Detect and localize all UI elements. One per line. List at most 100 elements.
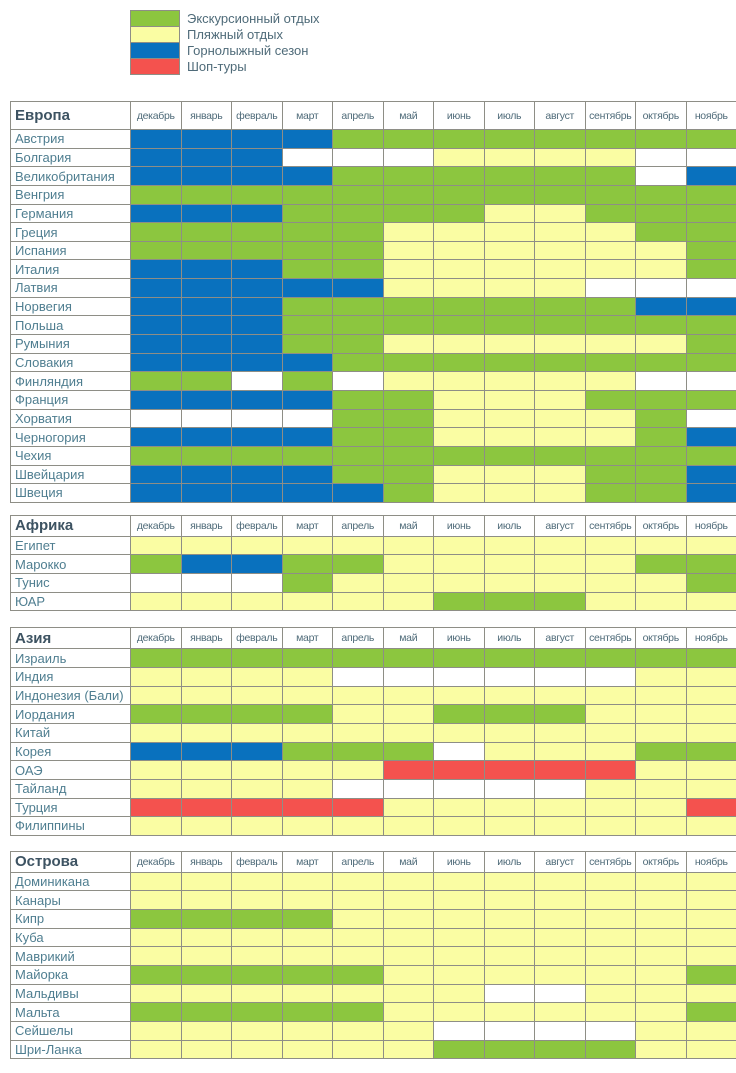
table-row: Тайланд [11, 779, 736, 798]
month-cell [585, 241, 636, 260]
table-row: Индия [11, 668, 736, 687]
month-header-1: декабрь [131, 515, 182, 536]
month-cell [333, 928, 384, 947]
month-cell [333, 984, 384, 1003]
month-cell [181, 742, 232, 761]
month-cell [131, 705, 182, 724]
month-cell [434, 723, 485, 742]
month-cell [434, 649, 485, 668]
month-cell [282, 910, 333, 929]
month-cell [282, 891, 333, 910]
month-header-10: сентябрь [585, 102, 636, 130]
month-cell [686, 279, 736, 298]
month-cell [484, 204, 535, 223]
table-row: Марокко [11, 555, 736, 574]
country-label: Хорватия [11, 409, 131, 428]
month-cell [585, 446, 636, 465]
month-cell [181, 185, 232, 204]
month-cell [535, 409, 586, 428]
month-cell [333, 872, 384, 891]
month-cell [181, 372, 232, 391]
month-cell [383, 872, 434, 891]
month-header-5: апрель [333, 102, 384, 130]
month-cell [535, 686, 586, 705]
table-row: Испания [11, 241, 736, 260]
month-cell [636, 465, 687, 484]
month-cell [181, 649, 232, 668]
month-header-2: январь [181, 851, 232, 872]
table-row: Великобритания [11, 167, 736, 186]
month-cell [232, 130, 283, 149]
month-cell [383, 649, 434, 668]
month-cell [333, 555, 384, 574]
month-cell [333, 130, 384, 149]
month-cell [484, 668, 535, 687]
month-cell [282, 260, 333, 279]
month-header-12: ноябрь [686, 102, 736, 130]
month-cell [181, 148, 232, 167]
month-cell [484, 428, 535, 447]
month-cell [636, 817, 687, 836]
month-cell [686, 798, 736, 817]
month-header-11: октябрь [636, 851, 687, 872]
month-cell [686, 260, 736, 279]
table-row: Мальдивы [11, 984, 736, 1003]
month-cell [686, 984, 736, 1003]
month-cell [535, 1040, 586, 1059]
month-cell [131, 649, 182, 668]
month-cell [383, 185, 434, 204]
month-cell [232, 742, 283, 761]
month-cell [131, 555, 182, 574]
month-cell [686, 335, 736, 354]
table-row: Швейцария [11, 465, 736, 484]
month-cell [181, 390, 232, 409]
month-cell [131, 761, 182, 780]
month-cell [333, 910, 384, 929]
month-cell [333, 592, 384, 611]
country-label: Египет [11, 536, 131, 555]
month-cell [131, 723, 182, 742]
month-cell [282, 536, 333, 555]
month-cell [686, 372, 736, 391]
month-cell [585, 204, 636, 223]
month-cell [131, 372, 182, 391]
month-cell [636, 1021, 687, 1040]
month-cell [535, 872, 586, 891]
month-cell [434, 1003, 485, 1022]
month-cell [535, 555, 586, 574]
month-header-9: август [535, 515, 586, 536]
month-cell [434, 910, 485, 929]
month-cell [434, 761, 485, 780]
month-cell [181, 574, 232, 593]
month-cell [686, 742, 736, 761]
month-cell [636, 167, 687, 186]
table-row: Финляндия [11, 372, 736, 391]
month-header-9: август [535, 102, 586, 130]
month-cell [636, 723, 687, 742]
month-cell [686, 167, 736, 186]
month-cell [434, 965, 485, 984]
country-label: Италия [11, 260, 131, 279]
month-cell [282, 335, 333, 354]
month-cell [585, 335, 636, 354]
month-cell [434, 817, 485, 836]
month-cell [585, 779, 636, 798]
month-cell [636, 241, 687, 260]
month-cell [434, 1021, 485, 1040]
month-cell [131, 668, 182, 687]
month-header-5: апрель [333, 515, 384, 536]
month-cell [282, 297, 333, 316]
month-cell [333, 316, 384, 335]
table-row: Румыния [11, 335, 736, 354]
month-cell [686, 223, 736, 242]
month-cell [232, 390, 283, 409]
month-cell [636, 409, 687, 428]
month-cell [333, 668, 384, 687]
month-cell [434, 130, 485, 149]
section-title-asia: Азия [11, 628, 131, 649]
month-cell [585, 574, 636, 593]
month-cell [131, 167, 182, 186]
month-cell [181, 910, 232, 929]
month-cell [333, 409, 384, 428]
month-cell [636, 390, 687, 409]
